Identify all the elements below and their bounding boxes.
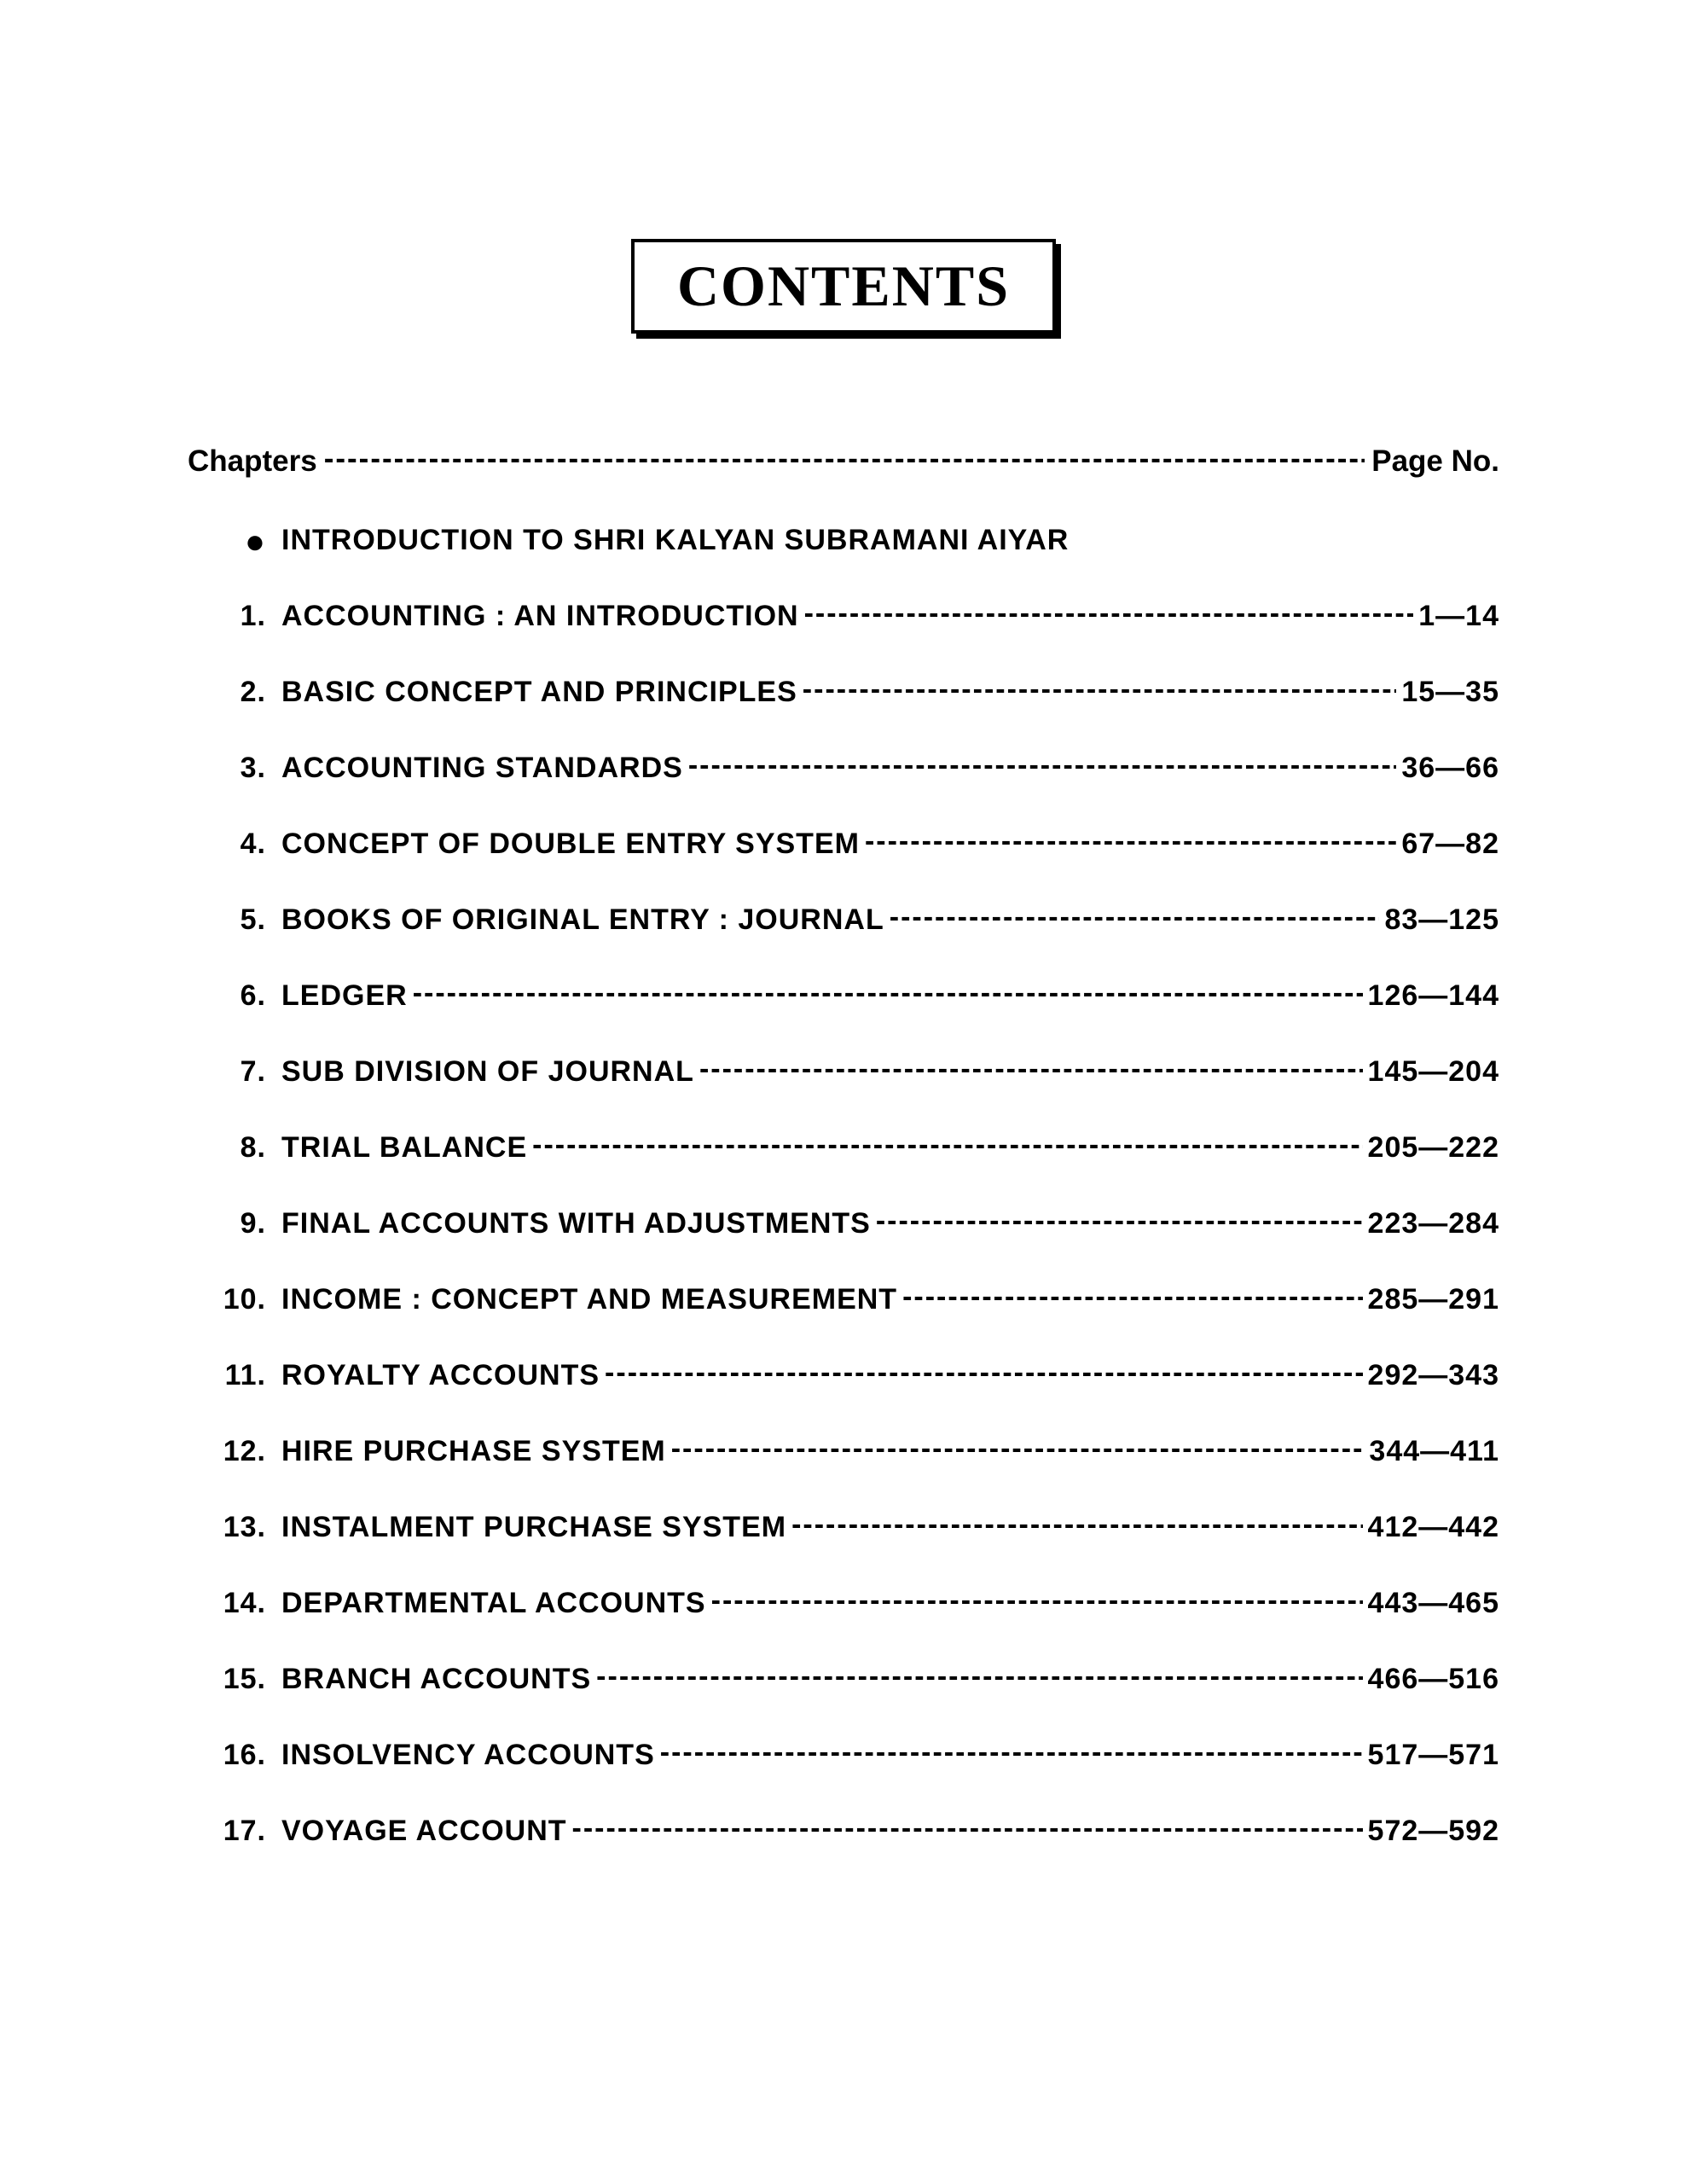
toc-chapter-number: 3. — [213, 752, 281, 785]
toc-chapter-number: 2. — [213, 676, 281, 709]
page-title: CONTENTS — [677, 253, 1010, 318]
toc-leader — [791, 1508, 1362, 1542]
toc-list: ● INTRODUCTION TO SHRI KALYAN SUBRAMANI … — [171, 521, 1516, 1848]
toc-chapter-pages: 466—516 — [1363, 1663, 1499, 1696]
toc-chapter-pages: 285—291 — [1363, 1283, 1499, 1316]
toc-row: 6. LEDGER 126—144 — [213, 979, 1499, 1013]
toc-chapter-pages: 443—465 — [1363, 1587, 1499, 1620]
toc-leader — [890, 901, 1380, 934]
toc-leader — [803, 673, 1397, 706]
contents-page: CONTENTS Chapters Page No. ● INTRODUCTIO… — [0, 0, 1687, 1976]
toc-chapter-title: ROYALTY ACCOUNTS — [281, 1359, 605, 1392]
toc-chapter-pages: 412—442 — [1363, 1511, 1499, 1544]
toc-leader — [605, 1356, 1362, 1390]
toc-chapter-title: INSTALMENT PURCHASE SYSTEM — [281, 1511, 791, 1544]
toc-row: 12. HIRE PURCHASE SYSTEM 344—411 — [213, 1435, 1499, 1468]
toc-intro-title: INTRODUCTION TO SHRI KALYAN SUBRAMANI AI… — [281, 524, 1074, 557]
toc-chapter-number: 14. — [213, 1587, 281, 1620]
toc-chapter-number: 13. — [213, 1511, 281, 1544]
toc-chapter-pages: 145—204 — [1363, 1055, 1499, 1089]
header-pageno-label: Page No. — [1365, 444, 1499, 479]
toc-row: 5. BOOKS OF ORIGINAL ENTRY : JOURNAL 83—… — [213, 903, 1499, 937]
toc-chapter-pages: 292—343 — [1363, 1359, 1499, 1392]
toc-chapter-pages: 83—125 — [1379, 903, 1499, 937]
toc-chapter-pages: 15—35 — [1396, 676, 1499, 709]
toc-chapter-title: BASIC CONCEPT AND PRINCIPLES — [281, 676, 803, 709]
toc-chapter-number: 4. — [213, 828, 281, 861]
toc-chapter-number: 6. — [213, 979, 281, 1013]
bullet-icon: ● — [213, 525, 281, 559]
toc-row: 8. TRIAL BALANCE 205—222 — [213, 1131, 1499, 1165]
toc-chapter-number: 9. — [213, 1207, 281, 1240]
toc-row: 16. INSOLVENCY ACCOUNTS 517—571 — [213, 1739, 1499, 1772]
toc-row: 14. DEPARTMENTAL ACCOUNTS 443—465 — [213, 1587, 1499, 1620]
toc-leader — [804, 597, 1414, 630]
toc-chapter-pages: 36—66 — [1396, 752, 1499, 785]
toc-intro-row: ● INTRODUCTION TO SHRI KALYAN SUBRAMANI … — [213, 521, 1499, 557]
toc-leader — [532, 1129, 1362, 1162]
toc-leader — [596, 1660, 1362, 1693]
title-wrapper: CONTENTS — [171, 239, 1516, 410]
toc-chapter-title: HIRE PURCHASE SYSTEM — [281, 1435, 671, 1468]
toc-row: 17. VOYAGE ACCOUNT 572—592 — [213, 1815, 1499, 1848]
toc-leader — [902, 1281, 1362, 1314]
toc-chapter-pages: 126—144 — [1363, 979, 1499, 1013]
toc-chapter-title: CONCEPT OF DOUBLE ENTRY SYSTEM — [281, 828, 865, 861]
toc-leader — [865, 825, 1396, 858]
toc-chapter-number: 11. — [213, 1359, 281, 1392]
toc-chapter-number: 5. — [213, 903, 281, 937]
toc-row: 11. ROYALTY ACCOUNTS 292—343 — [213, 1359, 1499, 1392]
title-box: CONTENTS — [631, 239, 1056, 334]
toc-chapter-number: 12. — [213, 1435, 281, 1468]
toc-chapter-pages: 344—411 — [1364, 1435, 1499, 1468]
toc-row: 10. INCOME : CONCEPT AND MEASUREMENT 285… — [213, 1283, 1499, 1316]
toc-chapter-pages: 223—284 — [1363, 1207, 1499, 1240]
toc-chapter-title: LEDGER — [281, 979, 413, 1013]
toc-leader — [660, 1736, 1363, 1769]
toc-chapter-pages: 205—222 — [1363, 1131, 1499, 1165]
toc-chapter-title: BRANCH ACCOUNTS — [281, 1663, 596, 1696]
toc-chapter-title: ACCOUNTING : AN INTRODUCTION — [281, 600, 804, 633]
toc-chapter-pages: 1—14 — [1413, 600, 1499, 633]
toc-chapter-title: VOYAGE ACCOUNT — [281, 1815, 572, 1848]
toc-row: 15. BRANCH ACCOUNTS 466—516 — [213, 1663, 1499, 1696]
toc-chapter-pages: 67—82 — [1396, 828, 1499, 861]
toc-row: 13. INSTALMENT PURCHASE SYSTEM 412—442 — [213, 1511, 1499, 1544]
toc-chapter-number: 17. — [213, 1815, 281, 1848]
toc-leader — [688, 749, 1397, 782]
toc-chapter-number: 16. — [213, 1739, 281, 1772]
toc-chapter-number: 7. — [213, 1055, 281, 1089]
toc-row: 3. ACCOUNTING STANDARDS 36—66 — [213, 752, 1499, 785]
toc-leader — [876, 1205, 1363, 1238]
toc-leader — [699, 1053, 1363, 1086]
toc-chapter-title: INCOME : CONCEPT AND MEASUREMENT — [281, 1283, 902, 1316]
toc-chapter-number: 15. — [213, 1663, 281, 1696]
toc-row: 1. ACCOUNTING : AN INTRODUCTION 1—14 — [213, 600, 1499, 633]
toc-leader — [413, 977, 1363, 1010]
toc-chapter-number: 1. — [213, 600, 281, 633]
toc-chapter-pages: 517—571 — [1363, 1739, 1499, 1772]
toc-leader — [671, 1432, 1365, 1466]
toc-row: 7. SUB DIVISION OF JOURNAL 145—204 — [213, 1055, 1499, 1089]
toc-chapter-title: SUB DIVISION OF JOURNAL — [281, 1055, 699, 1089]
toc-chapter-number: 10. — [213, 1283, 281, 1316]
toc-chapter-title: ACCOUNTING STANDARDS — [281, 752, 688, 785]
toc-row: 2. BASIC CONCEPT AND PRINCIPLES 15—35 — [213, 676, 1499, 709]
toc-leader — [572, 1812, 1363, 1845]
toc-chapter-number: 8. — [213, 1131, 281, 1165]
header-leader — [324, 442, 1365, 476]
toc-chapter-pages: 572—592 — [1363, 1815, 1499, 1848]
toc-row: 4. CONCEPT OF DOUBLE ENTRY SYSTEM 67—82 — [213, 828, 1499, 861]
toc-chapter-title: BOOKS OF ORIGINAL ENTRY : JOURNAL — [281, 903, 890, 937]
toc-row: 9. FINAL ACCOUNTS WITH ADJUSTMENTS 223—2… — [213, 1207, 1499, 1240]
toc-chapter-title: INSOLVENCY ACCOUNTS — [281, 1739, 660, 1772]
toc-header-row: Chapters Page No. — [171, 444, 1516, 479]
toc-chapter-title: DEPARTMENTAL ACCOUNTS — [281, 1587, 711, 1620]
header-chapters-label: Chapters — [188, 444, 324, 479]
toc-chapter-title: TRIAL BALANCE — [281, 1131, 532, 1165]
toc-leader — [711, 1584, 1363, 1618]
toc-chapter-title: FINAL ACCOUNTS WITH ADJUSTMENTS — [281, 1207, 876, 1240]
